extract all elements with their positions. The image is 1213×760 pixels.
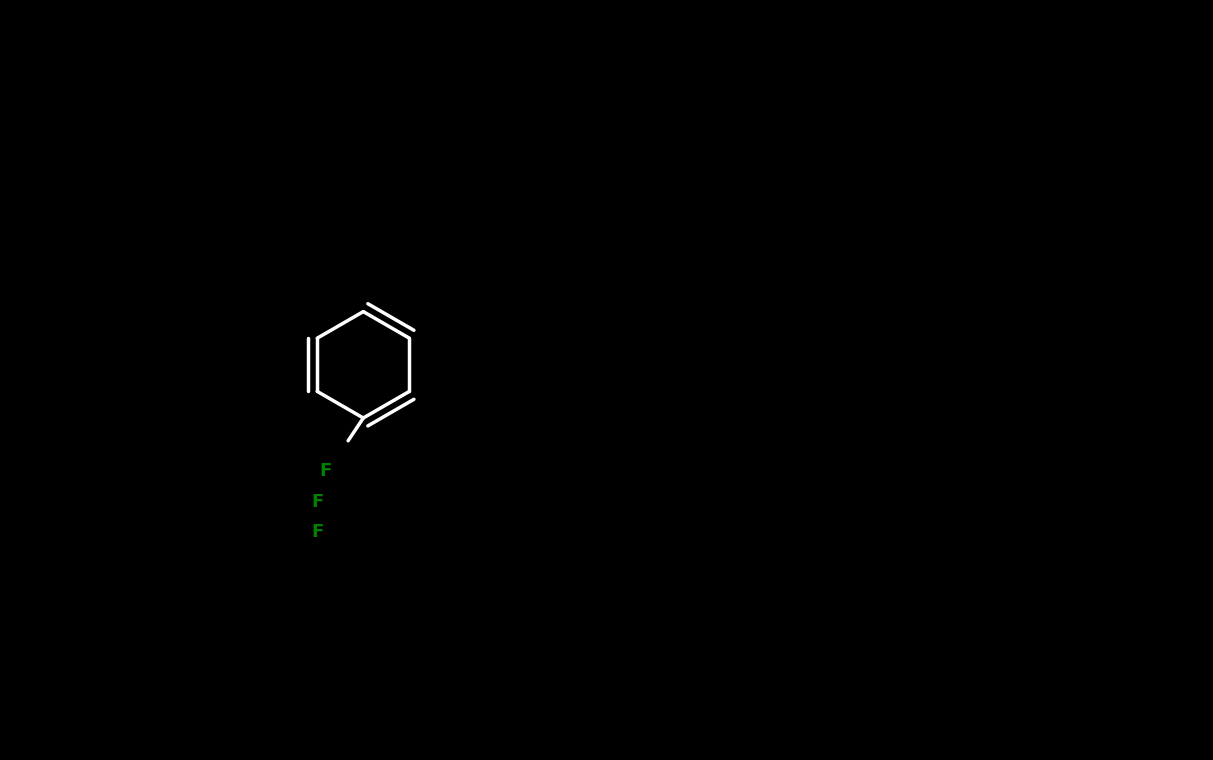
Text: F: F: [319, 462, 331, 480]
Text: F: F: [312, 523, 324, 541]
Text: F: F: [312, 492, 324, 511]
